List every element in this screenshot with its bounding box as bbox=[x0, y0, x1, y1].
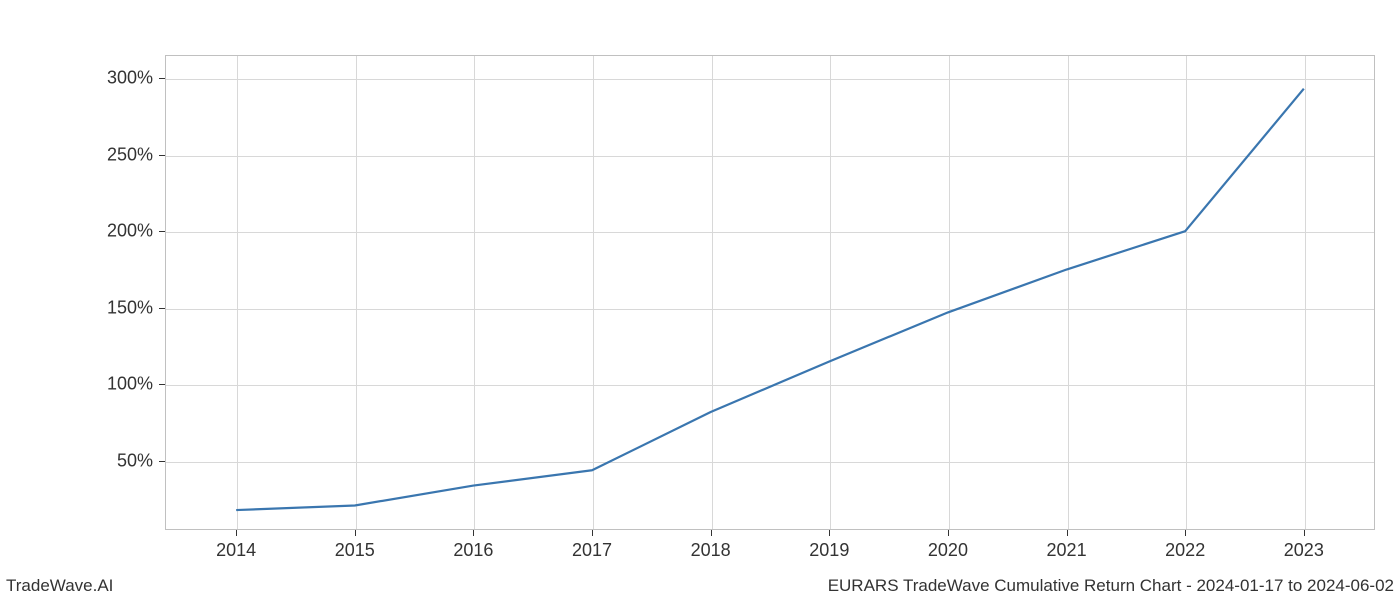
grid-line-horizontal bbox=[166, 385, 1374, 386]
x-tick-label: 2022 bbox=[1165, 540, 1205, 561]
x-tick-label: 2014 bbox=[216, 540, 256, 561]
x-axis-tick bbox=[1185, 530, 1186, 536]
x-tick-label: 2017 bbox=[572, 540, 612, 561]
x-tick-label: 2023 bbox=[1284, 540, 1324, 561]
grid-line-vertical bbox=[1068, 56, 1069, 529]
grid-line-vertical bbox=[830, 56, 831, 529]
grid-line-vertical bbox=[949, 56, 950, 529]
plot-area bbox=[165, 55, 1375, 530]
y-axis-tick bbox=[159, 461, 165, 462]
x-tick-label: 2016 bbox=[453, 540, 493, 561]
chart-container: TradeWave.AI EURARS TradeWave Cumulative… bbox=[0, 0, 1400, 600]
x-tick-label: 2019 bbox=[809, 540, 849, 561]
y-tick-label: 300% bbox=[107, 67, 153, 88]
y-tick-label: 250% bbox=[107, 144, 153, 165]
x-axis-tick bbox=[829, 530, 830, 536]
x-axis-tick bbox=[473, 530, 474, 536]
x-tick-label: 2015 bbox=[335, 540, 375, 561]
grid-line-horizontal bbox=[166, 79, 1374, 80]
x-axis-tick bbox=[1304, 530, 1305, 536]
x-axis-tick bbox=[355, 530, 356, 536]
footer-right-label: EURARS TradeWave Cumulative Return Chart… bbox=[828, 576, 1394, 596]
grid-line-horizontal bbox=[166, 309, 1374, 310]
grid-line-vertical bbox=[1305, 56, 1306, 529]
y-axis-tick bbox=[159, 231, 165, 232]
grid-line-horizontal bbox=[166, 156, 1374, 157]
x-axis-tick bbox=[236, 530, 237, 536]
grid-line-vertical bbox=[356, 56, 357, 529]
grid-line-vertical bbox=[474, 56, 475, 529]
x-axis-tick bbox=[711, 530, 712, 536]
footer-left-label: TradeWave.AI bbox=[6, 576, 113, 596]
grid-line-vertical bbox=[593, 56, 594, 529]
grid-line-vertical bbox=[1186, 56, 1187, 529]
grid-line-vertical bbox=[712, 56, 713, 529]
y-axis-tick bbox=[159, 155, 165, 156]
y-tick-label: 150% bbox=[107, 297, 153, 318]
y-axis-tick bbox=[159, 384, 165, 385]
x-axis-tick bbox=[1067, 530, 1068, 536]
x-tick-label: 2021 bbox=[1047, 540, 1087, 561]
x-tick-label: 2018 bbox=[691, 540, 731, 561]
grid-line-vertical bbox=[237, 56, 238, 529]
x-axis-tick bbox=[948, 530, 949, 536]
grid-line-horizontal bbox=[166, 462, 1374, 463]
grid-line-horizontal bbox=[166, 232, 1374, 233]
y-axis-tick bbox=[159, 78, 165, 79]
x-axis-tick bbox=[592, 530, 593, 536]
y-tick-label: 50% bbox=[117, 451, 153, 472]
y-axis-tick bbox=[159, 308, 165, 309]
y-tick-label: 100% bbox=[107, 374, 153, 395]
y-tick-label: 200% bbox=[107, 221, 153, 242]
x-tick-label: 2020 bbox=[928, 540, 968, 561]
